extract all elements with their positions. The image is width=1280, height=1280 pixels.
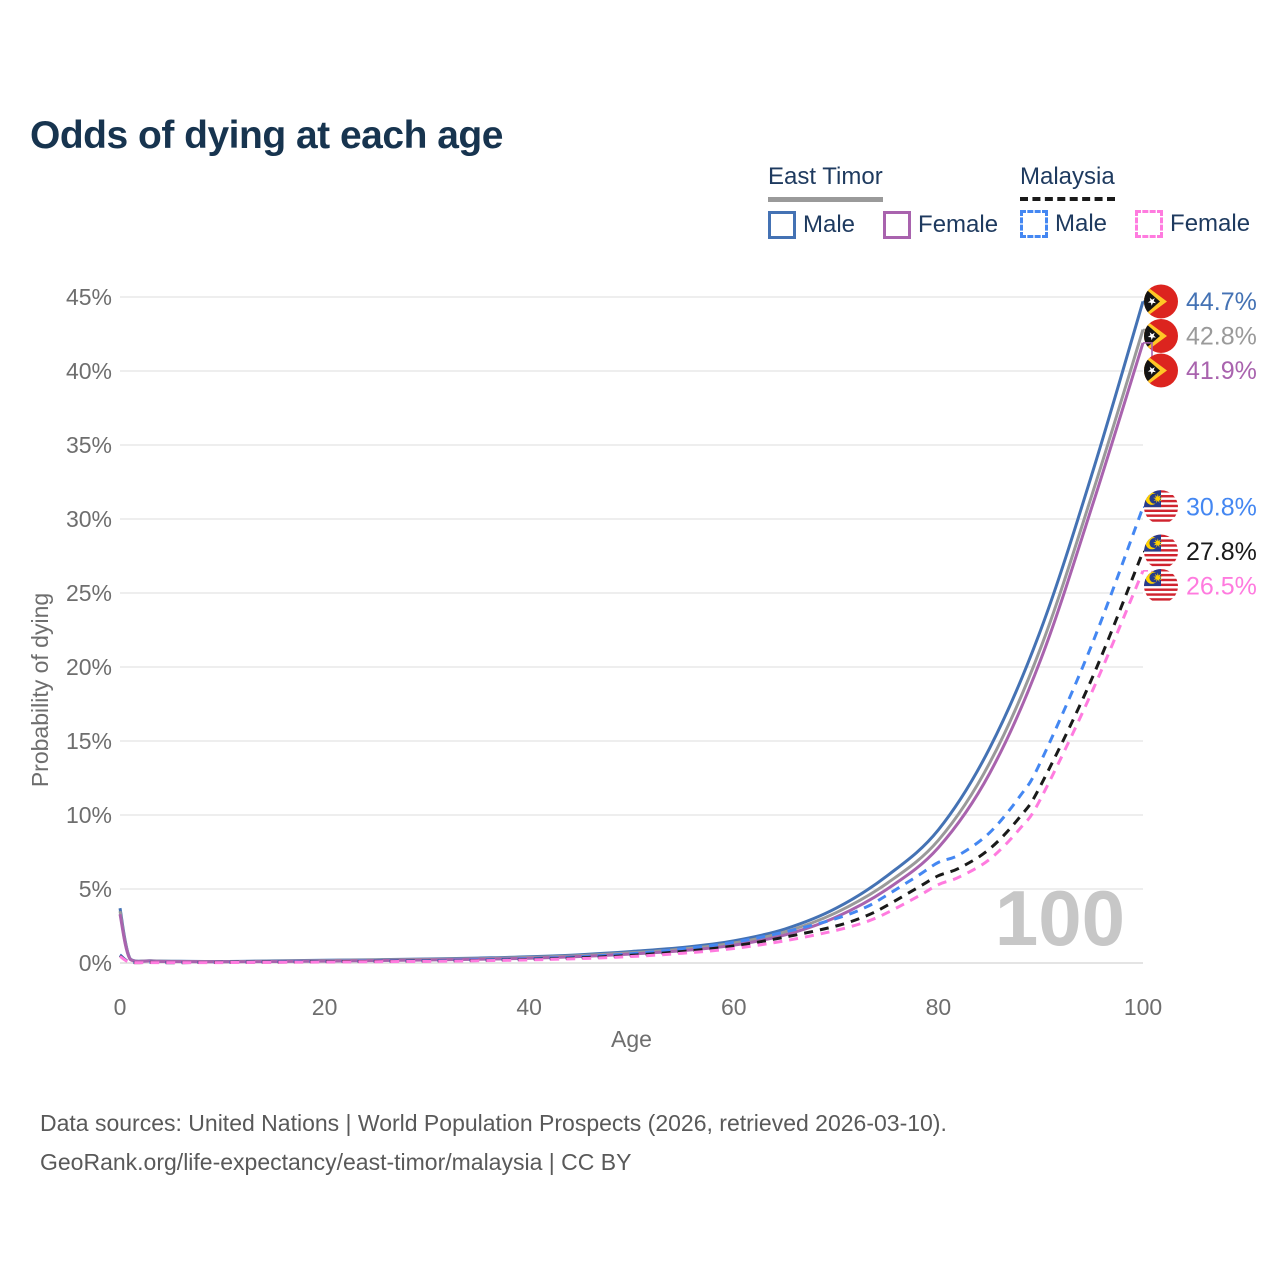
series-line-malaysia-female[interactable]	[119, 570, 1145, 965]
series-line-east-timor-male[interactable]	[118, 300, 1145, 964]
legend-item-malaysia-male[interactable]: Male	[1020, 210, 1107, 238]
east-timor-flag-icon	[1144, 318, 1178, 353]
y-tick-label: 40%	[66, 358, 112, 384]
data-sources-text: Data sources: United Nations | World Pop…	[40, 1110, 947, 1136]
series-line-east-timor-both-sexes[interactable]	[118, 329, 1145, 964]
series-line-malaysia-male[interactable]	[119, 506, 1145, 965]
end-value-label: 30.8%	[1186, 494, 1257, 522]
end-value-label: 26.5%	[1186, 573, 1257, 601]
x-tick-label: 60	[721, 994, 747, 1020]
y-tick-label: 5%	[79, 876, 112, 902]
x-tick-label: 0	[114, 994, 127, 1020]
legend-group-east-timor: East Timor Male Female	[768, 163, 998, 239]
malaysia-flag-icon	[1144, 490, 1178, 525]
y-tick-label: 35%	[66, 432, 112, 458]
series-line-east-timor-female[interactable]	[118, 342, 1145, 964]
y-tick-label: 15%	[66, 728, 112, 754]
y-tick-label: 20%	[66, 654, 112, 680]
mortality-line-chart: 0% 5% 10% 15% 20% 25% 30% 35% 40% 45% 0 20 40 60 80 100…	[27, 284, 1257, 1052]
attribution-text: GeoRank.org/life-expectancy/east-timor/m…	[40, 1149, 632, 1175]
y-axis-title: Probability of dying	[27, 593, 53, 787]
east-timor-flag-icon	[1144, 284, 1178, 319]
y-tick-label: 30%	[66, 506, 112, 532]
malaysia-male-swatch	[1020, 210, 1048, 238]
malaysia-flag-icon	[1144, 534, 1178, 569]
malaysia-flag-icon	[1144, 569, 1178, 604]
legend-item-east-timor-female[interactable]: Female	[883, 211, 998, 239]
end-value-label: 44.7%	[1186, 288, 1257, 316]
age-watermark: 100	[995, 874, 1125, 962]
legend-item-east-timor-male[interactable]: Male	[768, 211, 855, 239]
legend-item-malaysia-female[interactable]: Female	[1135, 210, 1250, 238]
y-tick-label: 0%	[79, 950, 112, 976]
legend-item-label: Male	[1055, 210, 1108, 237]
legend-item-label: Male	[803, 211, 856, 238]
end-value-label: 41.9%	[1186, 357, 1257, 385]
legend-group-malaysia: Malaysia Male Female	[1020, 163, 1250, 238]
y-tick-label: 25%	[66, 580, 112, 606]
x-tick-label: 40	[516, 994, 542, 1020]
malaysia-female-swatch	[1135, 210, 1164, 238]
legend-item-label: Female	[1170, 210, 1251, 237]
legend-item-label: Female	[918, 211, 999, 238]
x-tick-label: 20	[312, 994, 338, 1020]
legend-country-malaysia[interactable]: Malaysia	[1020, 163, 1115, 201]
east-timor-female-swatch	[883, 211, 912, 239]
x-tick-label: 80	[926, 994, 952, 1020]
page-title: Odds of dying at each age	[30, 114, 503, 158]
y-tick-label: 45%	[66, 284, 112, 310]
series-line-malaysia-both-sexes[interactable]	[119, 551, 1145, 965]
x-tick-label: 100	[1124, 994, 1162, 1020]
end-value-label: 42.8%	[1186, 322, 1257, 350]
east-timor-flag-icon	[1144, 353, 1178, 388]
footer: Data sources: United Nations | World Pop…	[40, 1104, 947, 1182]
east-timor-male-swatch	[768, 211, 796, 239]
legend-country-east-timor[interactable]: East Timor	[768, 163, 883, 202]
end-value-label: 27.8%	[1186, 538, 1257, 566]
x-axis-title: Age	[611, 1026, 652, 1052]
y-tick-label: 10%	[66, 802, 112, 828]
